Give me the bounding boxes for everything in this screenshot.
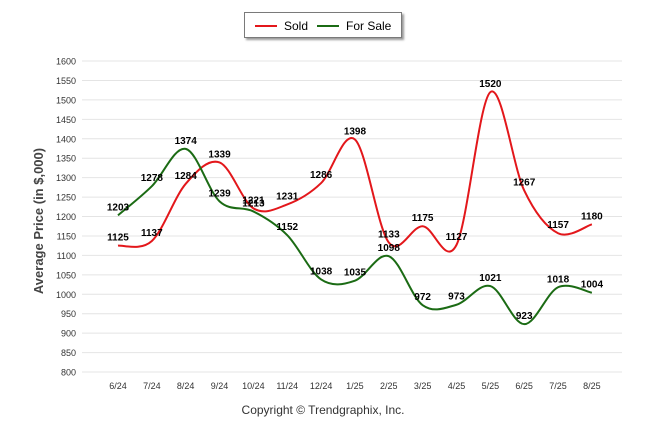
data-label-sold: 1157 [547,220,569,231]
x-tick-label: 10/24 [242,381,265,391]
data-label-for-sale: 1018 [547,274,570,285]
y-tick-label: 1100 [57,251,76,261]
x-tick-label: 8/25 [583,381,601,391]
data-label-for-sale: 1278 [141,173,164,184]
data-label-sold: 1175 [412,213,434,224]
y-axis-label: Average Price (in $,000) [31,148,46,294]
data-label-for-sale: 1038 [310,266,333,277]
series-lines [117,90,593,326]
x-tick-label: 6/24 [109,381,127,391]
x-tick-label: 6/25 [515,381,533,391]
data-label-sold: 1127 [446,232,468,243]
data-label-for-sale: 1374 [175,136,198,147]
data-label-for-sale: 1203 [107,202,130,213]
x-tick-label: 1/25 [346,381,364,391]
y-axis-ticks: 800 850 900 950 1000 1050 1100 1150 1200 1250 1300… [56,57,76,378]
data-label-for-sale: 923 [516,311,533,322]
data-label-sold: 1137 [141,228,163,239]
y-tick-label: 1050 [56,270,76,280]
data-label-for-sale: 1021 [479,273,502,284]
data-label-for-sale: 973 [448,292,465,303]
y-tick-label: 850 [61,348,76,358]
x-tick-label: 12/24 [310,381,333,391]
y-tick-label: 1300 [56,173,76,183]
data-label-sold: 1267 [513,177,536,188]
legend-label-for-sale: For Sale [346,19,392,33]
y-tick-label: 800 [61,368,76,378]
data-label-sold: 1133 [378,230,400,241]
x-axis-ticks: 6/24 7/24 8/24 9/24 10/24 11/24 12/24 1/25 2/25 3… [109,381,600,391]
x-tick-label: 3/25 [414,381,432,391]
x-tick-label: 7/24 [143,381,161,391]
legend-label-sold: Sold [284,19,309,33]
data-label-sold: 1520 [479,79,502,90]
data-label-sold: 1231 [276,191,299,202]
data-label-for-sale: 1098 [378,243,401,254]
data-labels: 1125 1137 1284 1339 1221 1231 1286 1398 1133 1175… [107,79,604,322]
y-tick-label: 1450 [56,115,76,125]
x-tick-label: 11/24 [276,381,298,391]
data-label-sold: 1125 [107,233,129,244]
data-label-sold: 1284 [175,171,198,182]
x-tick-label: 8/24 [177,381,195,391]
x-tick-label: 7/25 [549,381,567,391]
data-label-sold: 1286 [310,170,333,181]
data-label-for-sale: 1213 [242,198,265,209]
legend-item-sold: Sold [255,18,308,34]
data-label-for-sale: 972 [414,292,431,303]
data-label-for-sale: 1004 [581,280,604,291]
y-tick-label: 900 [61,329,76,339]
data-label-sold: 1221 [242,195,265,206]
y-tick-label: 1550 [56,76,76,86]
data-label-for-sale: 1152 [276,222,298,233]
data-label-for-sale: 1239 [208,188,231,199]
data-label-sold: 1398 [344,127,367,138]
y-tick-label: 950 [61,309,76,319]
y-tick-label: 1000 [56,290,76,300]
grid-lines [82,60,622,373]
legend-item-for-sale: For Sale [317,18,391,34]
y-tick-label: 1600 [56,57,76,67]
copyright-text: Copyright © Trendgraphix, Inc. [241,403,405,417]
y-tick-label: 1150 [57,231,76,241]
legend-swatch-sold [255,25,277,27]
data-label-sold: 1339 [208,149,231,160]
x-tick-label: 5/25 [482,381,500,391]
legend: Sold For Sale [244,12,402,38]
y-tick-label: 1250 [56,193,76,203]
x-tick-label: 9/24 [211,381,229,391]
data-label-sold: 1180 [581,211,603,222]
series-line-for-sale [117,147,593,326]
y-tick-label: 1200 [56,212,76,222]
y-tick-label: 1400 [56,134,76,144]
data-label-for-sale: 1035 [344,268,367,279]
x-tick-label: 2/25 [380,381,398,391]
series-line-sold [117,90,593,253]
y-tick-label: 1350 [56,154,76,164]
x-tick-label: 4/25 [448,381,466,391]
legend-swatch-for-sale [317,25,339,27]
y-tick-label: 1500 [56,95,76,105]
